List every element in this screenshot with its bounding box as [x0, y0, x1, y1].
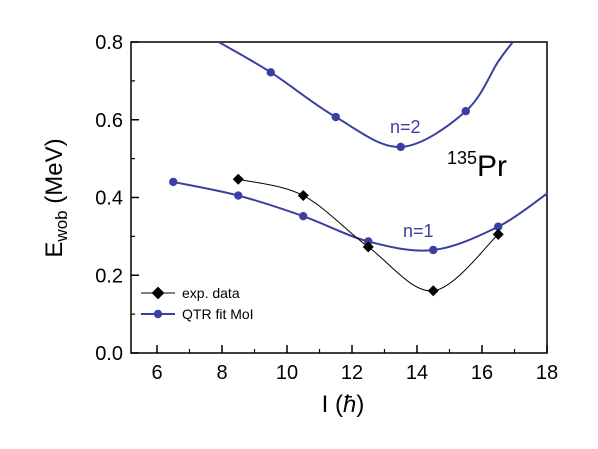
y-tick-label: 0.2 — [95, 265, 123, 287]
y-axis-title-unit: (MeV) — [41, 138, 68, 210]
x-axis-title: I (ħ) — [322, 391, 365, 418]
series-line-qtr-n2 — [218, 42, 514, 148]
legend-marker-qtr — [153, 309, 163, 319]
x-tick-label: 12 — [341, 362, 363, 384]
y-tick-label: 0.6 — [95, 110, 123, 132]
x-tick-label: 14 — [406, 362, 428, 384]
plot-area: 6 8 10 12 14 16 18 0.0 0.2 0.4 0.6 0.8 — [95, 32, 558, 384]
data-point-qtr — [331, 112, 340, 122]
y-tick-label: 0.8 — [95, 32, 123, 54]
data-point-exp — [232, 173, 244, 185]
nucleus-label: 135Pr — [447, 148, 507, 183]
data-point-qtr — [266, 68, 275, 77]
data-point-qtr — [169, 177, 178, 187]
legend-label-qtr: QTR fit MoI — [182, 306, 254, 322]
data-point-qtr — [461, 106, 470, 116]
data-point-qtr — [299, 211, 308, 221]
y-tick-label: 0.4 — [95, 188, 123, 210]
x-axis-title-end: ) — [356, 391, 364, 418]
legend: exp. data QTR fit MoI — [141, 285, 254, 322]
x-axis-title-symbol: ħ — [343, 391, 356, 418]
x-tick-label: 18 — [536, 362, 558, 384]
data-point-qtr — [396, 142, 405, 152]
curve-label-n1: n=1 — [403, 221, 434, 241]
x-tick-label: 16 — [471, 362, 493, 384]
series-line-exp — [238, 178, 499, 292]
y-axis-title-sub: wob — [52, 210, 71, 242]
legend-marker-exp — [151, 286, 165, 300]
data-point-qtr — [234, 191, 243, 200]
y-tick-label: 0.0 — [95, 343, 123, 365]
y-axis-title-main: E — [41, 242, 68, 258]
nucleus-symbol: Pr — [477, 150, 507, 183]
data-point-qtr — [494, 222, 503, 231]
data-point-exp — [492, 228, 504, 240]
axis-ticks: 6 8 10 12 14 16 18 0.0 0.2 0.4 0.6 0.8 — [95, 32, 558, 384]
markers — [169, 68, 504, 297]
nucleus-mass: 135 — [447, 148, 477, 168]
data-point-qtr — [429, 245, 438, 255]
x-axis-title-main: I ( — [322, 391, 343, 418]
data-point-exp — [362, 241, 374, 253]
curve-label-n2: n=2 — [390, 117, 421, 137]
data-point-exp — [297, 190, 309, 202]
legend-label-exp: exp. data — [182, 285, 240, 301]
data-point-exp — [427, 285, 439, 297]
x-tick-label: 8 — [216, 362, 227, 384]
x-tick-label: 10 — [276, 362, 298, 384]
x-tick-label: 6 — [151, 362, 162, 384]
y-axis-title: Ewob (MeV) — [41, 138, 71, 257]
